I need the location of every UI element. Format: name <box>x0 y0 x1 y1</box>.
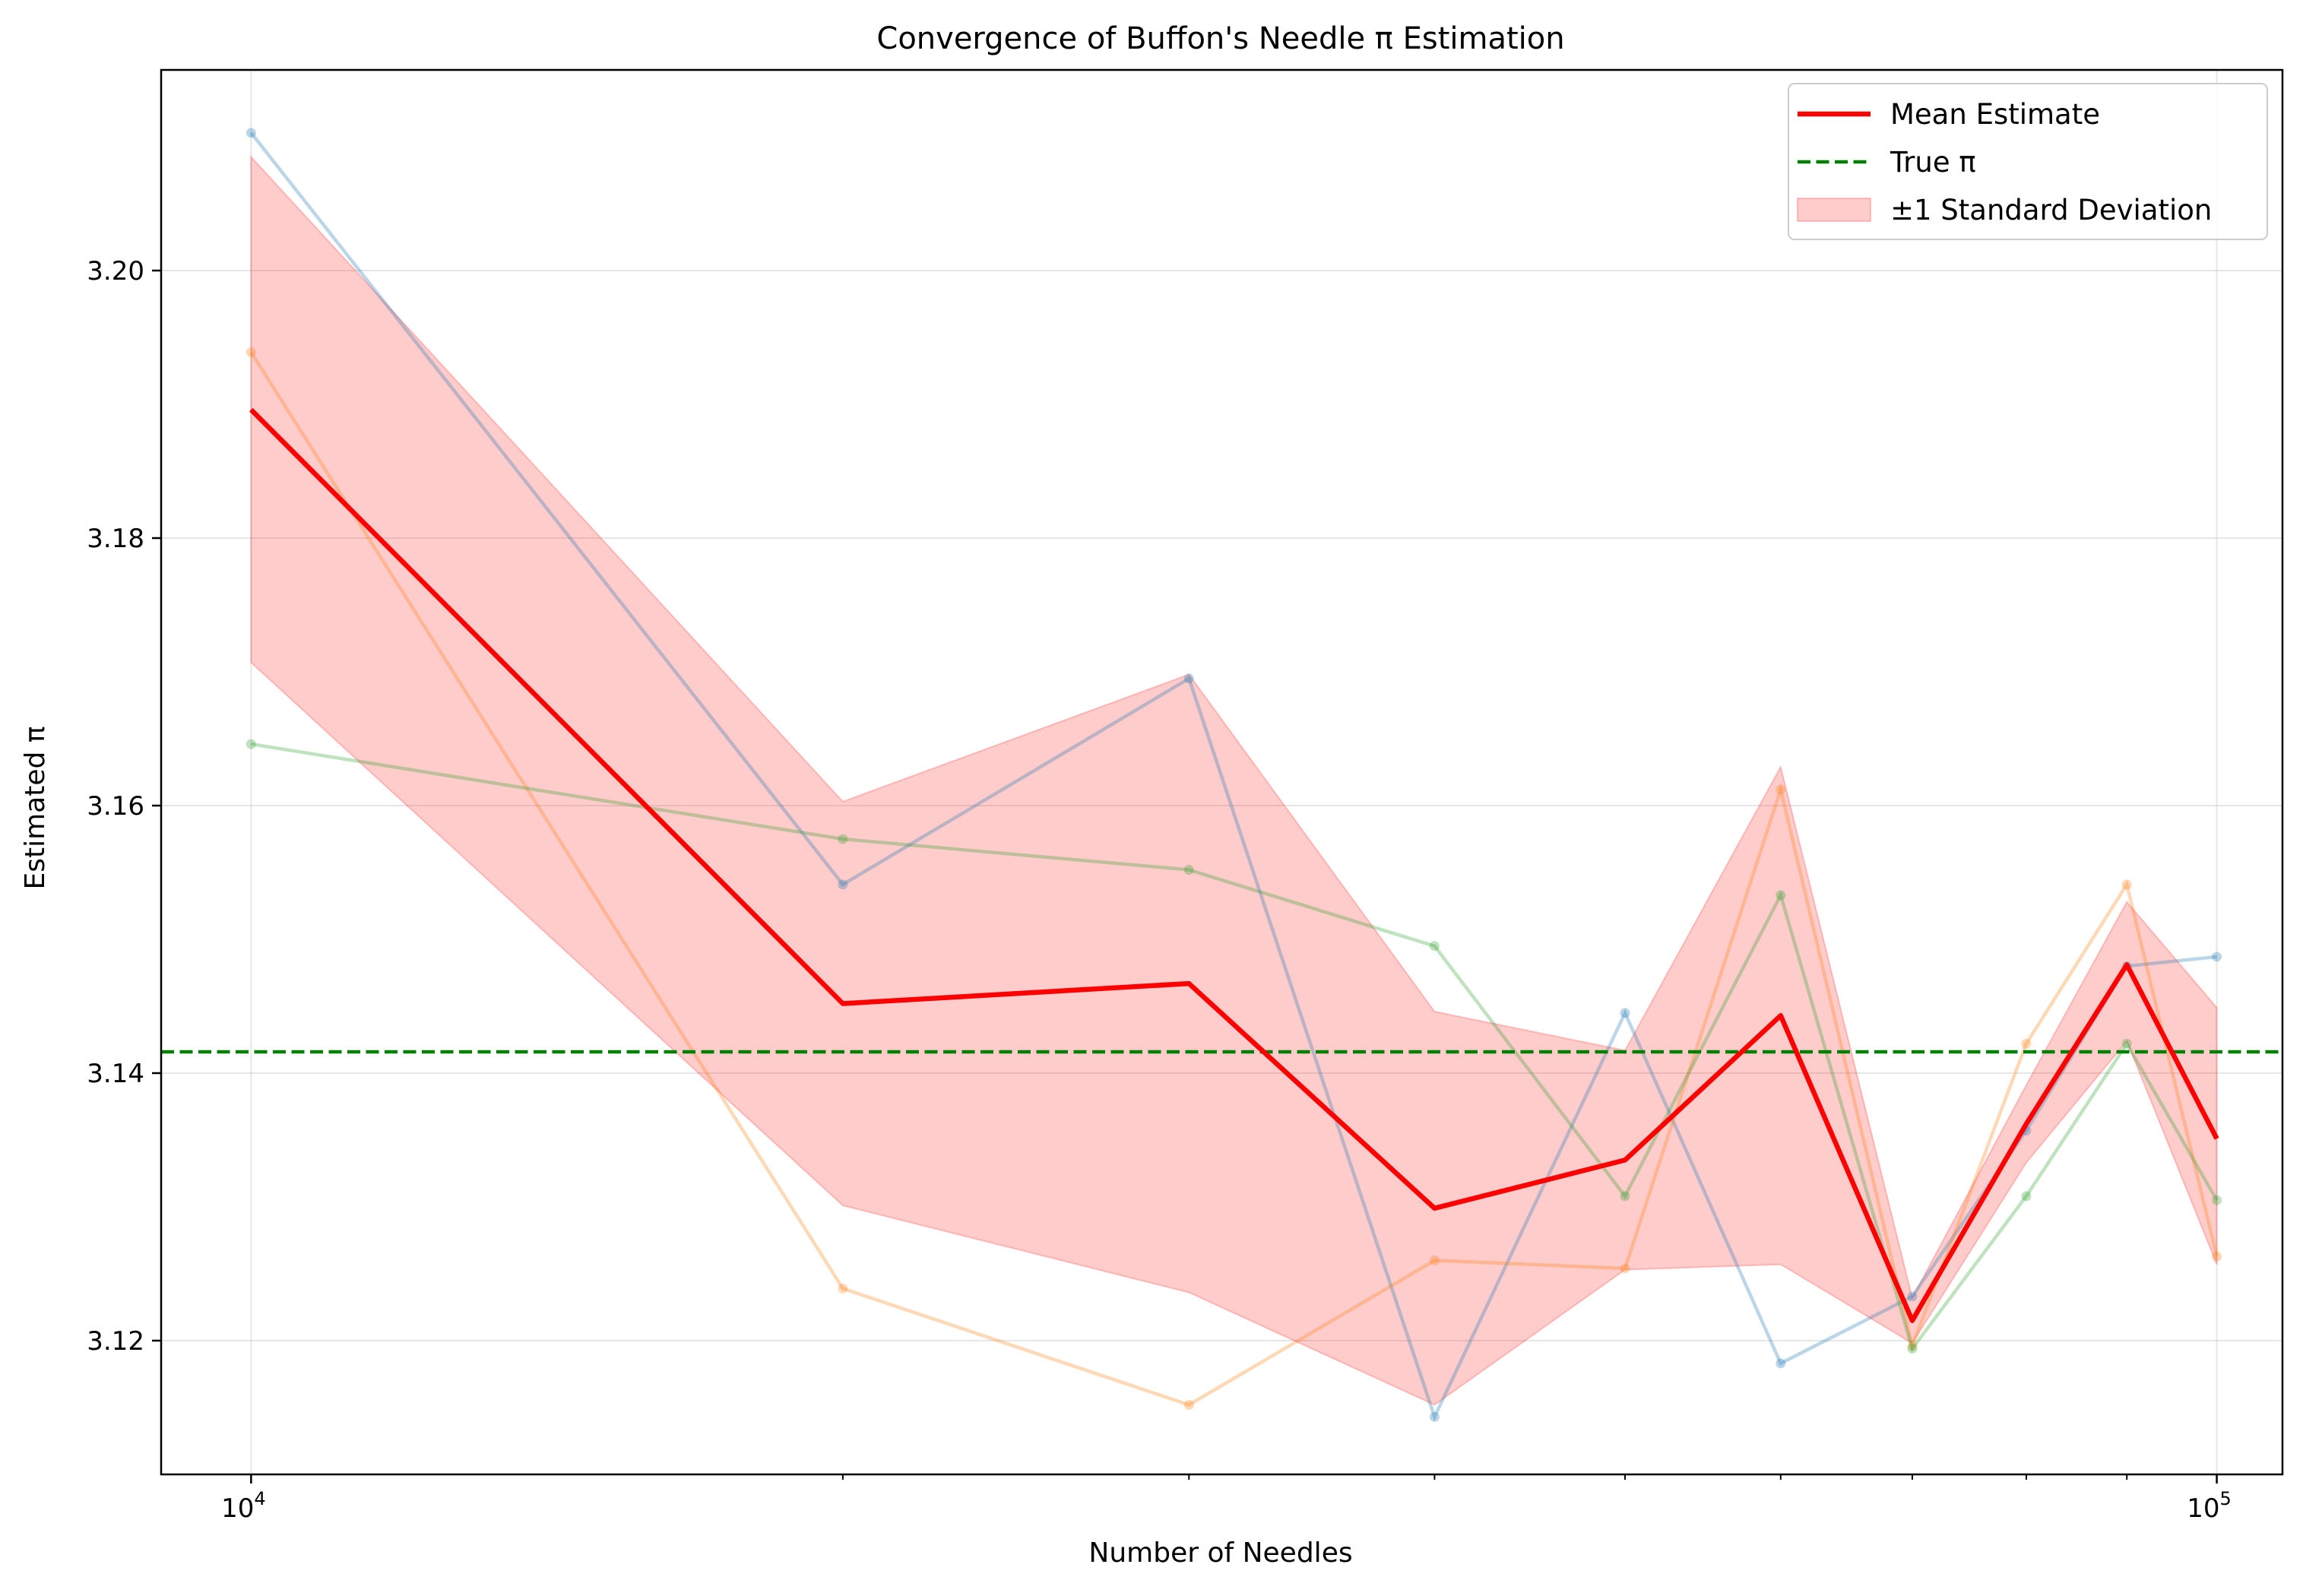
data-layer <box>161 128 2282 1422</box>
mean-line <box>249 407 2219 1323</box>
trial-1-point-0 <box>246 347 256 357</box>
trial-2-point-9 <box>2212 1195 2222 1205</box>
trial-0-point-0 <box>246 128 256 138</box>
legend: Mean Estimate True π ±1 Standard Deviation <box>1788 83 2268 240</box>
x-tick-label-1: 105 <box>2187 1488 2232 1524</box>
trial-2-point-1 <box>838 834 848 844</box>
chart-title: Convergence of Buffon's Needle π Estimat… <box>876 21 1564 56</box>
trial-2-point-8 <box>2121 1038 2132 1049</box>
trial-2-point-5 <box>1776 890 1786 901</box>
legend-swatch-std <box>1797 198 1871 222</box>
trial-1-point-2 <box>1183 1399 1194 1410</box>
trial-line-2 <box>250 742 2219 1353</box>
trial-2-point-0 <box>246 739 256 749</box>
x-axis-label: Number of Needles <box>1088 1537 1352 1569</box>
trial-1-point-8 <box>2121 879 2132 890</box>
y-tick-label-1: 3.14 <box>87 1059 144 1089</box>
x-tick-label-0: 104 <box>221 1488 266 1524</box>
trial-0-point-4 <box>1620 1008 1630 1018</box>
trial-1-point-3 <box>1429 1255 1440 1265</box>
trial-0-point-5 <box>1776 1358 1786 1369</box>
y-tick-label-4: 3.20 <box>87 256 144 287</box>
trial-1-point-1 <box>838 1283 848 1294</box>
trial-2-point-3 <box>1429 941 1440 952</box>
y-tick-label-3: 3.18 <box>87 524 144 554</box>
std-band <box>250 154 2218 1406</box>
trial-2-point-4 <box>1620 1191 1630 1202</box>
trial-0-point-6 <box>1907 1291 1918 1302</box>
y-tick-label-0: 3.12 <box>87 1326 144 1357</box>
trial-0-point-3 <box>1429 1411 1440 1422</box>
trial-2-point-7 <box>2021 1191 2032 1202</box>
legend-label-std: ±1 Standard Deviation <box>1890 194 2212 226</box>
trial-0-point-2 <box>1183 673 1194 684</box>
trial-0-point-1 <box>838 879 848 890</box>
trial-line-1 <box>249 351 2219 1407</box>
plot-area: 3.12 3.14 3.16 3.18 3.20 104 105 <box>87 68 2284 1524</box>
trial-0-point-9 <box>2212 952 2222 962</box>
trial-1-point-7 <box>2021 1038 2032 1049</box>
trial-1-point-5 <box>1776 784 1786 795</box>
trial-1-point-6 <box>1907 1341 1918 1351</box>
plot-frame <box>160 68 2284 1476</box>
trial-1-point-9 <box>2212 1251 2222 1262</box>
y-axis-label: Estimated π <box>20 727 51 890</box>
legend-box <box>1788 83 2268 240</box>
legend-label-true-pi: True π <box>1890 146 1976 179</box>
y-tick-label-2: 3.16 <box>87 791 144 822</box>
trial-2-point-6 <box>1907 1344 1918 1354</box>
trial-1-point-4 <box>1620 1263 1630 1274</box>
legend-label-mean: Mean Estimate <box>1890 98 2100 131</box>
trial-2-point-2 <box>1183 864 1194 875</box>
